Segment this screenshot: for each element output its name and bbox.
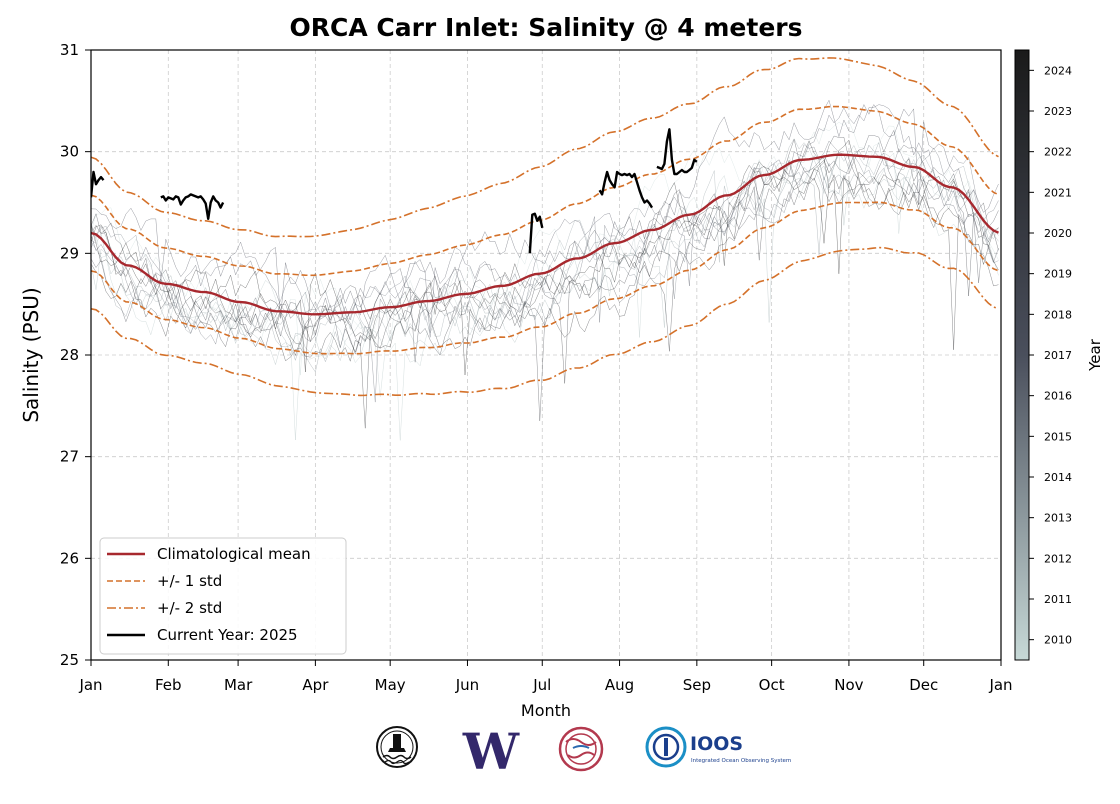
- legend-label-mean: Climatological mean: [157, 545, 311, 563]
- x-tick-label: Apr: [302, 676, 329, 694]
- current-year-segment-1: [91, 170, 105, 198]
- legend-label-std2: +/- 2 std: [157, 599, 222, 617]
- colorbar-tick-label: 2022: [1044, 146, 1072, 159]
- x-tick-label: Jan: [78, 676, 102, 694]
- y-tick-label: 31: [60, 41, 79, 59]
- plus-1-std-line: [91, 105, 999, 277]
- colorbar: 2010 2011 2012 2013 2014 2015 2016 2017 2018 2019…: [1014, 49, 1104, 661]
- x-axis-label: Month: [521, 701, 571, 720]
- orca-buoy-logo: [376, 726, 418, 768]
- historical-years-traces: [91, 99, 999, 441]
- uw-logo: W: [462, 722, 520, 781]
- colorbar-tick-label: 2023: [1044, 105, 1072, 118]
- minus-2-std-line: [91, 246, 999, 397]
- minus-1-std-line: [91, 201, 999, 355]
- colorbar-ticks: 2010 2011 2012 2013 2014 2015 2016 2017 2018 2019…: [1029, 64, 1072, 647]
- colorbar-tick-label: 2024: [1044, 64, 1072, 77]
- colorbar-tick-label: 2014: [1044, 471, 1072, 484]
- x-tick-label: Jun: [455, 676, 479, 694]
- x-tick-label: Mar: [224, 676, 253, 694]
- nanoos-logo: [558, 726, 604, 772]
- historical-year-2017-line: [91, 104, 999, 342]
- colorbar-tick-label: 2017: [1044, 349, 1072, 362]
- historical-year-2016-line: [91, 140, 999, 403]
- colorbar-tick-label: 2018: [1044, 308, 1072, 321]
- chart-title: ORCA Carr Inlet: Salinity @ 4 meters: [289, 13, 802, 42]
- colorbar-tick-label: 2013: [1044, 512, 1072, 525]
- historical-year-2014-line: [91, 141, 999, 373]
- x-axis: Jan Feb Mar Apr May Jun Jul Aug Sep Oct Nov Dec Jan: [78, 660, 1013, 694]
- x-tick-label: May: [375, 676, 406, 694]
- plus-2-std-line: [91, 57, 999, 238]
- current-year-segment-5: [656, 128, 698, 176]
- x-tick-label: Jan: [988, 676, 1012, 694]
- colorbar-tick-label: 2012: [1044, 552, 1072, 565]
- colorbar-tick-label: 2021: [1044, 186, 1072, 199]
- footer-logos: W IOOS Integrated Ocean Observing System: [376, 722, 791, 781]
- colorbar-tick-label: 2020: [1044, 227, 1072, 240]
- x-tick-label: Aug: [605, 676, 634, 694]
- colorbar-tick-label: 2010: [1044, 634, 1072, 647]
- legend-label-current: Current Year: 2025: [157, 626, 298, 644]
- x-tick-label: Sep: [683, 676, 711, 694]
- x-tick-label: Feb: [155, 676, 182, 694]
- historical-year-2020-line: [91, 135, 999, 421]
- y-tick-label: 28: [60, 346, 79, 364]
- historical-year-2021-line: [91, 156, 999, 384]
- colorbar-tick-label: 2015: [1044, 430, 1072, 443]
- colorbar-tick-label: 2016: [1044, 390, 1072, 403]
- ioos-logo: IOOS Integrated Ocean Observing System: [645, 726, 791, 768]
- x-tick-label: Jul: [532, 676, 551, 694]
- y-tick-label: 27: [60, 448, 79, 466]
- historical-year-2022-line: [91, 140, 999, 429]
- historical-year-2023-line: [91, 139, 999, 345]
- current-year-line: [91, 128, 698, 254]
- y-axis: 25 26 27 28 29 30 31: [60, 41, 91, 669]
- current-year-segment-2: [160, 193, 225, 221]
- ioos-logo-text: IOOS: [690, 733, 743, 755]
- y-tick-label: 29: [60, 244, 79, 262]
- historical-year-2024-line: [91, 171, 999, 376]
- y-tick-label: 30: [60, 143, 79, 161]
- climatology-lines: [91, 57, 999, 397]
- current-year-segment-3: [528, 212, 544, 254]
- x-tick-label: Oct: [759, 676, 785, 694]
- uw-logo-text: W: [462, 722, 520, 781]
- historical-year-2019-line: [91, 129, 999, 363]
- x-tick-label: Dec: [909, 676, 938, 694]
- historical-year-2010-line: [91, 120, 999, 376]
- y-axis-label: Salinity (PSU): [19, 287, 43, 422]
- legend-box: [99, 537, 347, 655]
- y-tick-label: 26: [60, 549, 79, 567]
- historical-year-2011-line: [91, 152, 999, 441]
- colorbar-tick-label: 2011: [1044, 593, 1072, 606]
- colorbar-label: Year: [1086, 338, 1104, 372]
- historical-year-2012-line: [91, 153, 999, 366]
- colorbar-bar: [1014, 49, 1030, 661]
- ioos-logo-subtext: Integrated Ocean Observing System: [691, 758, 791, 764]
- historical-year-2018-line: [91, 99, 999, 325]
- y-tick-label: 25: [60, 651, 79, 669]
- x-tick-label: Nov: [834, 676, 863, 694]
- legend-label-std1: +/- 1 std: [157, 572, 222, 590]
- current-year-segment-4: [598, 170, 654, 209]
- colorbar-tick-label: 2019: [1044, 268, 1072, 281]
- climatological-mean-line: [91, 153, 999, 316]
- legend: Climatological mean +/- 1 std +/- 2 std Cur…: [99, 537, 347, 655]
